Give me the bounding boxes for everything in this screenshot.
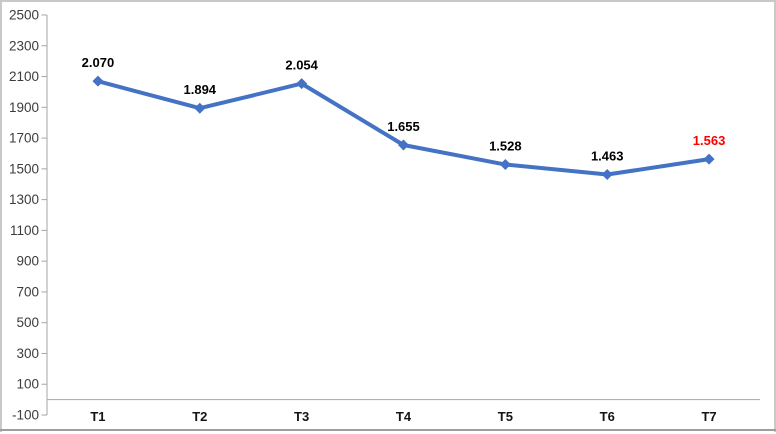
data-point-marker bbox=[296, 78, 308, 90]
data-point-marker bbox=[499, 159, 511, 171]
data-point-marker bbox=[601, 169, 613, 181]
y-axis-tick-label: 700 bbox=[16, 284, 39, 299]
y-axis-tick-label: 2500 bbox=[9, 8, 39, 23]
x-axis-category-label: T1 bbox=[90, 409, 105, 424]
y-axis-tick-label: 100 bbox=[16, 377, 39, 392]
y-axis-tick-label: 1700 bbox=[9, 131, 39, 146]
y-axis-tick-label: 1100 bbox=[10, 223, 39, 238]
x-axis-category-label: T7 bbox=[701, 409, 716, 424]
data-point-label: 1.894 bbox=[184, 82, 217, 97]
data-point-marker bbox=[92, 75, 104, 87]
y-axis-tick-label: -100 bbox=[12, 408, 39, 423]
y-axis-tick-label: 1500 bbox=[9, 161, 39, 176]
y-axis-tick-label: 500 bbox=[16, 315, 39, 330]
data-point-marker bbox=[194, 102, 206, 114]
data-point-label: 2.054 bbox=[285, 58, 318, 73]
y-axis-tick-label: 900 bbox=[16, 254, 39, 269]
data-point-label: 1.463 bbox=[591, 149, 624, 164]
x-axis-category-label: T4 bbox=[396, 409, 412, 424]
data-point-label: 1.655 bbox=[387, 119, 420, 134]
data-point-marker bbox=[703, 153, 715, 165]
y-axis-tick-label: 1900 bbox=[9, 100, 39, 115]
data-point-label: 1.528 bbox=[489, 139, 522, 154]
x-axis-category-label: T5 bbox=[498, 409, 513, 424]
data-point-label: 1.563 bbox=[693, 133, 726, 148]
y-axis-tick-label: 1300 bbox=[9, 192, 39, 207]
x-axis-category-label: T6 bbox=[600, 409, 615, 424]
x-axis-category-label: T3 bbox=[294, 409, 309, 424]
x-axis-category-label: T2 bbox=[192, 409, 207, 424]
y-axis-tick-label: 2100 bbox=[9, 69, 39, 84]
y-axis-tick-label: 300 bbox=[16, 346, 39, 361]
y-axis-tick-label: 2300 bbox=[9, 38, 39, 53]
data-point-label: 2.070 bbox=[82, 55, 115, 70]
data-point-marker bbox=[398, 139, 409, 151]
